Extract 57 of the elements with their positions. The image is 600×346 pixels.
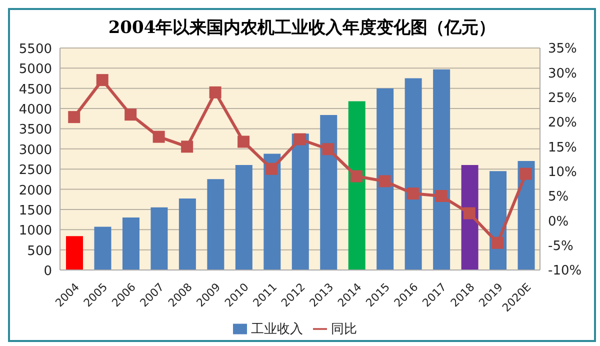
point bbox=[124, 108, 137, 121]
y-tick-label: 2000 bbox=[18, 183, 52, 198]
bar bbox=[518, 161, 535, 270]
bar bbox=[376, 88, 394, 270]
y2-tick-label: 25% bbox=[548, 90, 577, 106]
bar bbox=[207, 179, 224, 270]
bar bbox=[320, 115, 338, 270]
point bbox=[181, 140, 194, 153]
y2-tick-label: 0% bbox=[548, 214, 569, 230]
y-tick-label: 1000 bbox=[18, 224, 52, 239]
point bbox=[463, 207, 476, 220]
bar bbox=[404, 78, 422, 270]
bar bbox=[348, 101, 366, 270]
bar bbox=[94, 226, 112, 270]
y-tick-label: 3500 bbox=[18, 122, 52, 138]
bar bbox=[122, 218, 140, 270]
y-tick-label: 1500 bbox=[18, 203, 52, 218]
y2-tick-label: 20% bbox=[548, 116, 577, 131]
y-tick-label: 4000 bbox=[18, 102, 52, 118]
legend-label: 工业收入 bbox=[251, 322, 303, 337]
point bbox=[350, 170, 362, 182]
y2-tick-label: -10% bbox=[548, 264, 582, 279]
point bbox=[406, 188, 419, 200]
y2-tick-label: -5% bbox=[548, 238, 574, 254]
point bbox=[68, 111, 80, 124]
y-tick-label: 2500 bbox=[18, 163, 52, 178]
y2-tick-label: 15% bbox=[548, 140, 577, 156]
point bbox=[322, 143, 334, 156]
chart-title: 2004年以来国内农机工业收入年度变化图（亿元） bbox=[107, 17, 497, 40]
point bbox=[152, 130, 165, 143]
bar bbox=[66, 236, 83, 270]
point bbox=[520, 168, 532, 180]
y2-tick-label: 30% bbox=[548, 66, 577, 82]
point bbox=[435, 190, 448, 202]
y-tick-label: 3000 bbox=[18, 142, 52, 158]
legend-label: 同比 bbox=[331, 322, 357, 337]
point bbox=[266, 162, 278, 175]
y-tick-label: 500 bbox=[27, 244, 52, 259]
point bbox=[96, 74, 108, 86]
point bbox=[238, 136, 250, 148]
y-tick-label: 5500 bbox=[18, 42, 52, 57]
bar bbox=[292, 134, 309, 270]
bar bbox=[178, 198, 196, 270]
y2-tick-label: 10% bbox=[548, 164, 577, 180]
bar bbox=[433, 69, 450, 270]
y2-tick-label: 35% bbox=[548, 42, 577, 57]
point bbox=[378, 175, 391, 188]
point bbox=[209, 86, 222, 98]
y2-tick-label: 5% bbox=[548, 190, 569, 205]
bar bbox=[235, 165, 252, 270]
bar bbox=[150, 207, 168, 270]
point bbox=[294, 133, 306, 146]
point bbox=[492, 236, 504, 249]
y-tick-label: 4500 bbox=[18, 82, 52, 98]
y-tick-label: 5000 bbox=[18, 62, 52, 78]
bar bbox=[264, 154, 281, 270]
y-tick-label: 0 bbox=[44, 264, 52, 279]
